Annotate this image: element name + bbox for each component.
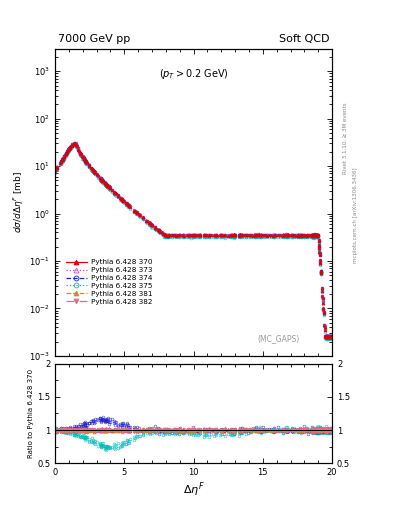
Text: Rivet 3.1.10, ≥ 3M events: Rivet 3.1.10, ≥ 3M events: [343, 102, 348, 174]
X-axis label: $\Delta\eta^F$: $\Delta\eta^F$: [183, 480, 204, 499]
Text: (MC_GAPS): (MC_GAPS): [257, 334, 299, 344]
Y-axis label: $d\sigma/d\Delta\eta^F$ [mb]: $d\sigma/d\Delta\eta^F$ [mb]: [12, 172, 26, 233]
Y-axis label: Ratio to Pythia 6.428 370: Ratio to Pythia 6.428 370: [28, 369, 34, 458]
Legend: Pythia 6.428 370, Pythia 6.428 373, Pythia 6.428 374, Pythia 6.428 375, Pythia 6: Pythia 6.428 370, Pythia 6.428 373, Pyth…: [64, 258, 154, 306]
Text: mcplots.cern.ch [arXiv:1306.3436]: mcplots.cern.ch [arXiv:1306.3436]: [353, 167, 358, 263]
Text: Soft QCD: Soft QCD: [279, 34, 329, 44]
Text: $(p_T > 0.2\ \mathrm{GeV})$: $(p_T > 0.2\ \mathrm{GeV})$: [159, 67, 228, 81]
Text: 7000 GeV pp: 7000 GeV pp: [58, 34, 130, 44]
